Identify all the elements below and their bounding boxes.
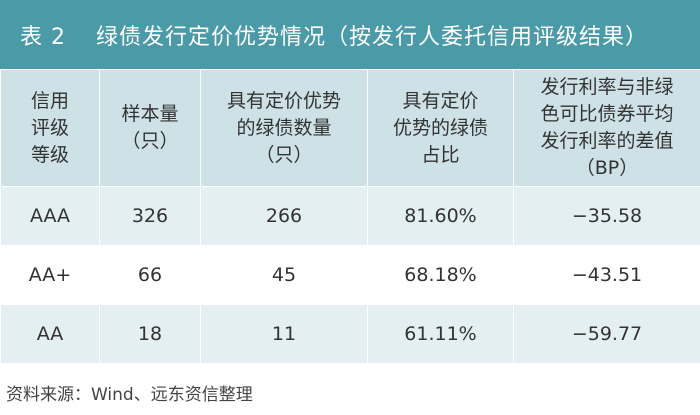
cell-advantage-count: 11	[200, 304, 368, 364]
cell-sample-size: 66	[99, 245, 201, 305]
cell-advantage-count: 45	[200, 245, 368, 305]
header-row: 信用 评级 等级 样本量 （只） 具有定价优势 的绿债数量 （只） 具有定价 优势的绿债 占比…	[0, 69, 700, 187]
cell-advantage-count: 266	[200, 186, 368, 246]
cell-rate-difference: −43.51	[513, 245, 700, 305]
cell-rate-difference: −35.58	[513, 186, 700, 246]
cell-sample-size: 326	[99, 186, 201, 246]
table-row: AAA 326 266 81.60% −35.58	[0, 186, 700, 246]
header-advantage-share-text: 具有定价 优势的绿债 占比	[392, 89, 488, 166]
cell-advantage-share: 81.60%	[367, 186, 514, 246]
data-table: 信用 评级 等级 样本量 （只） 具有定价优势 的绿债数量 （只） 具有定价 优势的绿债 占比…	[0, 69, 700, 364]
cell-rate-difference: −59.77	[513, 304, 700, 364]
source-note: 资料来源：Wind、远东资信整理	[6, 385, 253, 405]
header-sample-size: 样本量 （只）	[99, 69, 201, 187]
header-rate-difference: 发行利率与非绿 色可比债券平均 发行利率的差值 （BP）	[513, 69, 700, 187]
cell-advantage-share: 61.11%	[367, 304, 514, 364]
table-row: AA+ 66 45 68.18% −43.51	[0, 245, 700, 305]
cell-sample-size: 18	[99, 304, 201, 364]
cell-rating: AA+	[0, 245, 100, 305]
cell-advantage-share: 68.18%	[367, 245, 514, 305]
header-sample-size-text: 样本量 （只）	[121, 103, 179, 152]
header-advantage-count: 具有定价优势 的绿债数量 （只）	[200, 69, 368, 187]
table-title: 表 2 绿债发行定价优势情况（按发行人委托信用评级结果）	[0, 0, 700, 69]
cell-rating: AAA	[0, 186, 100, 246]
header-rate-difference-text: 发行利率与非绿 色可比债券平均 发行利率的差值 （BP）	[540, 76, 674, 179]
header-rating-text: 信用 评级 等级	[30, 89, 69, 166]
header-rating: 信用 评级 等级	[0, 69, 100, 187]
table-row: AA 18 11 61.11% −59.77	[0, 304, 700, 364]
header-advantage-count-text: 具有定价优势 的绿债数量 （只）	[226, 89, 341, 166]
table-title-text: 绿债发行定价优势情况（按发行人委托信用评级结果）	[96, 24, 649, 50]
table-number: 表 2	[20, 24, 66, 50]
cell-rating: AA	[0, 304, 100, 364]
header-advantage-share: 具有定价 优势的绿债 占比	[367, 69, 514, 187]
